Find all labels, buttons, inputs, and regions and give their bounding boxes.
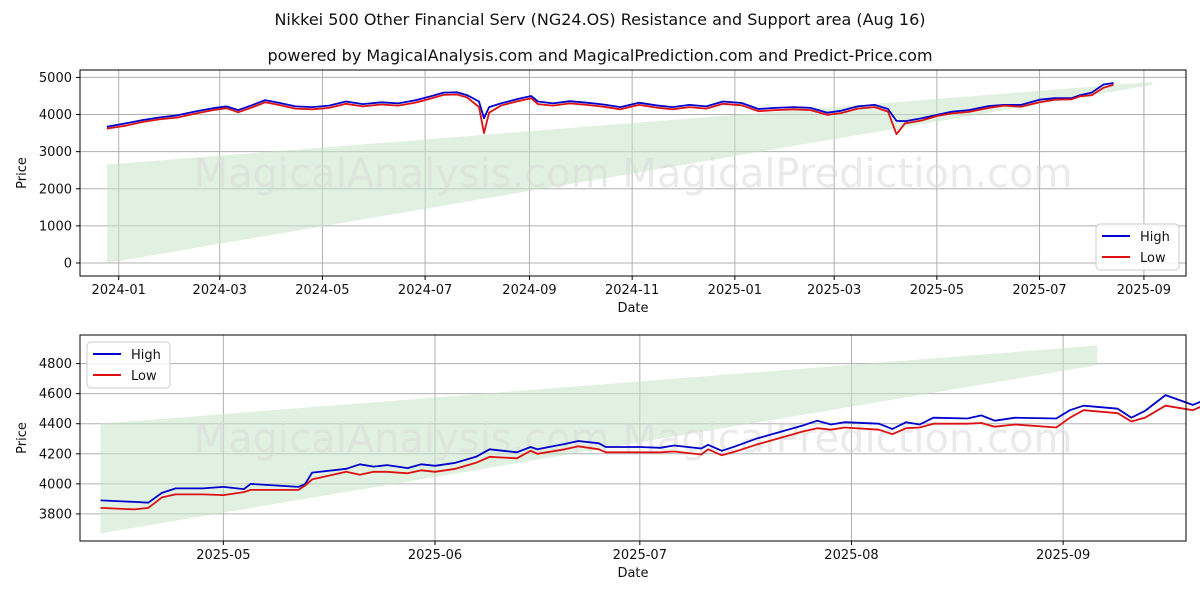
y-tick-label: 1000 bbox=[39, 219, 72, 234]
series-line-low bbox=[106, 83, 1114, 136]
legend: High Low bbox=[86, 341, 171, 389]
y-tick-label: 4600 bbox=[39, 387, 72, 402]
chart-subtitle: powered by MagicalAnalysis.com and Magic… bbox=[267, 46, 933, 65]
x-tick-label: 2024-11 bbox=[605, 283, 659, 298]
watermark: MagicalAnalysis.com MagicalPrediction.co… bbox=[194, 151, 1073, 197]
x-tick-label: 2024-01 bbox=[92, 283, 146, 298]
plot-frame bbox=[79, 334, 1187, 542]
x-tick-label: 2025-01 bbox=[708, 283, 762, 298]
y-tick-label: 4000 bbox=[39, 108, 72, 123]
watermark: MagicalAnalysis.com MagicalPrediction.co… bbox=[194, 416, 1073, 462]
y-tick-label: 3800 bbox=[39, 507, 72, 522]
y-tick-label: 0 bbox=[64, 257, 72, 272]
x-axis-label: Date bbox=[617, 566, 648, 581]
legend-label-low: Low bbox=[131, 369, 157, 384]
legend-label-high: High bbox=[131, 348, 161, 363]
y-tick-label: 5000 bbox=[39, 71, 72, 86]
x-tick-label: 2024-05 bbox=[295, 283, 349, 298]
x-axis-label: Date bbox=[617, 301, 648, 316]
x-tick-label: 2024-07 bbox=[398, 283, 452, 298]
chart-title: Nikkei 500 Other Financial Serv (NG24.OS… bbox=[274, 10, 926, 29]
x-tick-label: 2025-03 bbox=[807, 283, 861, 298]
x-tick-label: 2024-03 bbox=[193, 283, 247, 298]
legend-label-high: High bbox=[1140, 230, 1170, 245]
support-resistance-band bbox=[106, 81, 1153, 264]
x-tick-label: 2024-09 bbox=[502, 283, 556, 298]
series-line-high bbox=[106, 82, 1114, 128]
series-line-low bbox=[100, 404, 1200, 511]
y-tick-label: 3000 bbox=[39, 145, 72, 160]
x-tick-label: 2025-09 bbox=[1036, 548, 1090, 563]
x-tick-label: 2025-06 bbox=[408, 548, 462, 563]
x-tick-label: 2025-07 bbox=[1012, 283, 1066, 298]
x-tick-label: 2025-09 bbox=[1117, 283, 1171, 298]
panel-2: MagicalAnalysis.com MagicalPrediction.co… bbox=[15, 334, 1200, 581]
panel-1: MagicalAnalysis.com MagicalPrediction.co… bbox=[15, 69, 1187, 316]
x-tick-label: 2025-07 bbox=[613, 548, 667, 563]
legend-label-low: Low bbox=[1140, 251, 1166, 266]
legend: High Low bbox=[1095, 223, 1180, 271]
support-resistance-band bbox=[100, 345, 1098, 534]
x-tick-label: 2025-05 bbox=[196, 548, 250, 563]
y-axis-label: Price bbox=[15, 422, 30, 454]
y-tick-label: 4400 bbox=[39, 417, 72, 432]
y-tick-label: 4000 bbox=[39, 477, 72, 492]
y-tick-label: 2000 bbox=[39, 182, 72, 197]
y-axis-label: Price bbox=[15, 157, 30, 189]
x-tick-label: 2025-05 bbox=[910, 283, 964, 298]
y-tick-label: 4800 bbox=[39, 357, 72, 372]
series-line-high bbox=[100, 394, 1200, 504]
plot-frame bbox=[79, 69, 1187, 277]
x-tick-label: 2025-08 bbox=[824, 548, 878, 563]
y-tick-label: 4200 bbox=[39, 447, 72, 462]
